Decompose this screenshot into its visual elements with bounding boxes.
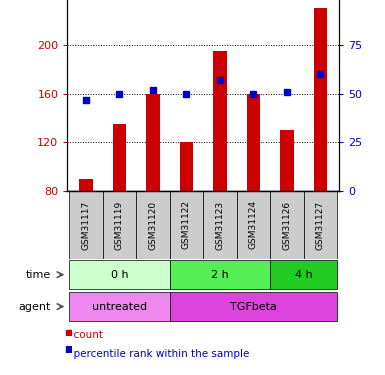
Bar — [69, 292, 169, 321]
Bar — [146, 94, 159, 191]
Text: untreated: untreated — [92, 302, 147, 312]
Text: GSM31120: GSM31120 — [148, 200, 157, 250]
Text: 4 h: 4 h — [295, 270, 313, 280]
Bar — [66, 346, 72, 352]
Text: count: count — [67, 330, 104, 340]
Text: GSM31117: GSM31117 — [81, 200, 90, 250]
Text: GSM31126: GSM31126 — [282, 200, 291, 250]
Bar — [113, 124, 126, 191]
Bar — [169, 191, 203, 259]
Bar — [280, 130, 294, 191]
Text: 2 h: 2 h — [211, 270, 229, 280]
Bar — [213, 51, 226, 191]
Bar — [304, 191, 337, 259]
Bar — [270, 260, 337, 289]
Bar — [69, 191, 102, 259]
Bar — [270, 191, 304, 259]
Text: TGFbeta: TGFbeta — [230, 302, 277, 312]
Bar — [79, 179, 92, 191]
Bar — [180, 142, 193, 191]
Text: GSM31122: GSM31122 — [182, 201, 191, 249]
Text: agent: agent — [18, 302, 50, 312]
Text: GSM31127: GSM31127 — [316, 200, 325, 250]
Bar — [69, 260, 169, 289]
Text: GSM31119: GSM31119 — [115, 200, 124, 250]
Bar — [237, 191, 270, 259]
Bar — [314, 8, 327, 191]
Text: percentile rank within the sample: percentile rank within the sample — [67, 349, 250, 359]
Bar — [136, 191, 169, 259]
Bar — [169, 292, 337, 321]
Bar — [66, 330, 72, 335]
Bar — [247, 94, 260, 191]
Bar — [203, 191, 237, 259]
Text: GSM31124: GSM31124 — [249, 201, 258, 249]
Text: GSM31123: GSM31123 — [215, 200, 224, 250]
Text: time: time — [25, 270, 50, 280]
Text: 0 h: 0 h — [110, 270, 128, 280]
Bar — [102, 191, 136, 259]
Bar — [169, 260, 270, 289]
